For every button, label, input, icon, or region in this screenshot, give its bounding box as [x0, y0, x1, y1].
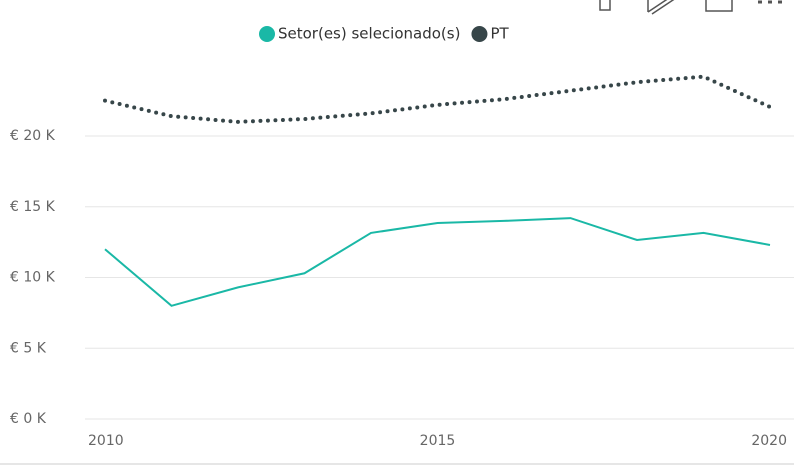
focus-icon[interactable] [705, 0, 733, 12]
series-line [104, 217, 771, 307]
pin-icon[interactable] [599, 0, 611, 11]
edit-icon[interactable] [647, 0, 676, 15]
series-line [103, 74, 772, 124]
legend-marker [471, 26, 488, 42]
y-tick-label: € 5 K [10, 340, 47, 356]
x-tick-label: 2015 [420, 433, 456, 449]
y-tick-label: € 10 K [10, 270, 56, 286]
legend-marker [259, 26, 275, 42]
y-tick-label: € 15 K [10, 199, 56, 215]
x-tick-label: 2020 [751, 433, 787, 449]
x-tick-label: 2010 [88, 433, 124, 449]
y-tick-label: € 0 K [10, 411, 47, 427]
y-tick-label: € 20 K [10, 128, 56, 144]
legend-label: Setor(es) selecionado(s) [278, 25, 460, 43]
toolbar-icons [599, 0, 782, 15]
legend-label: PT [490, 25, 509, 43]
